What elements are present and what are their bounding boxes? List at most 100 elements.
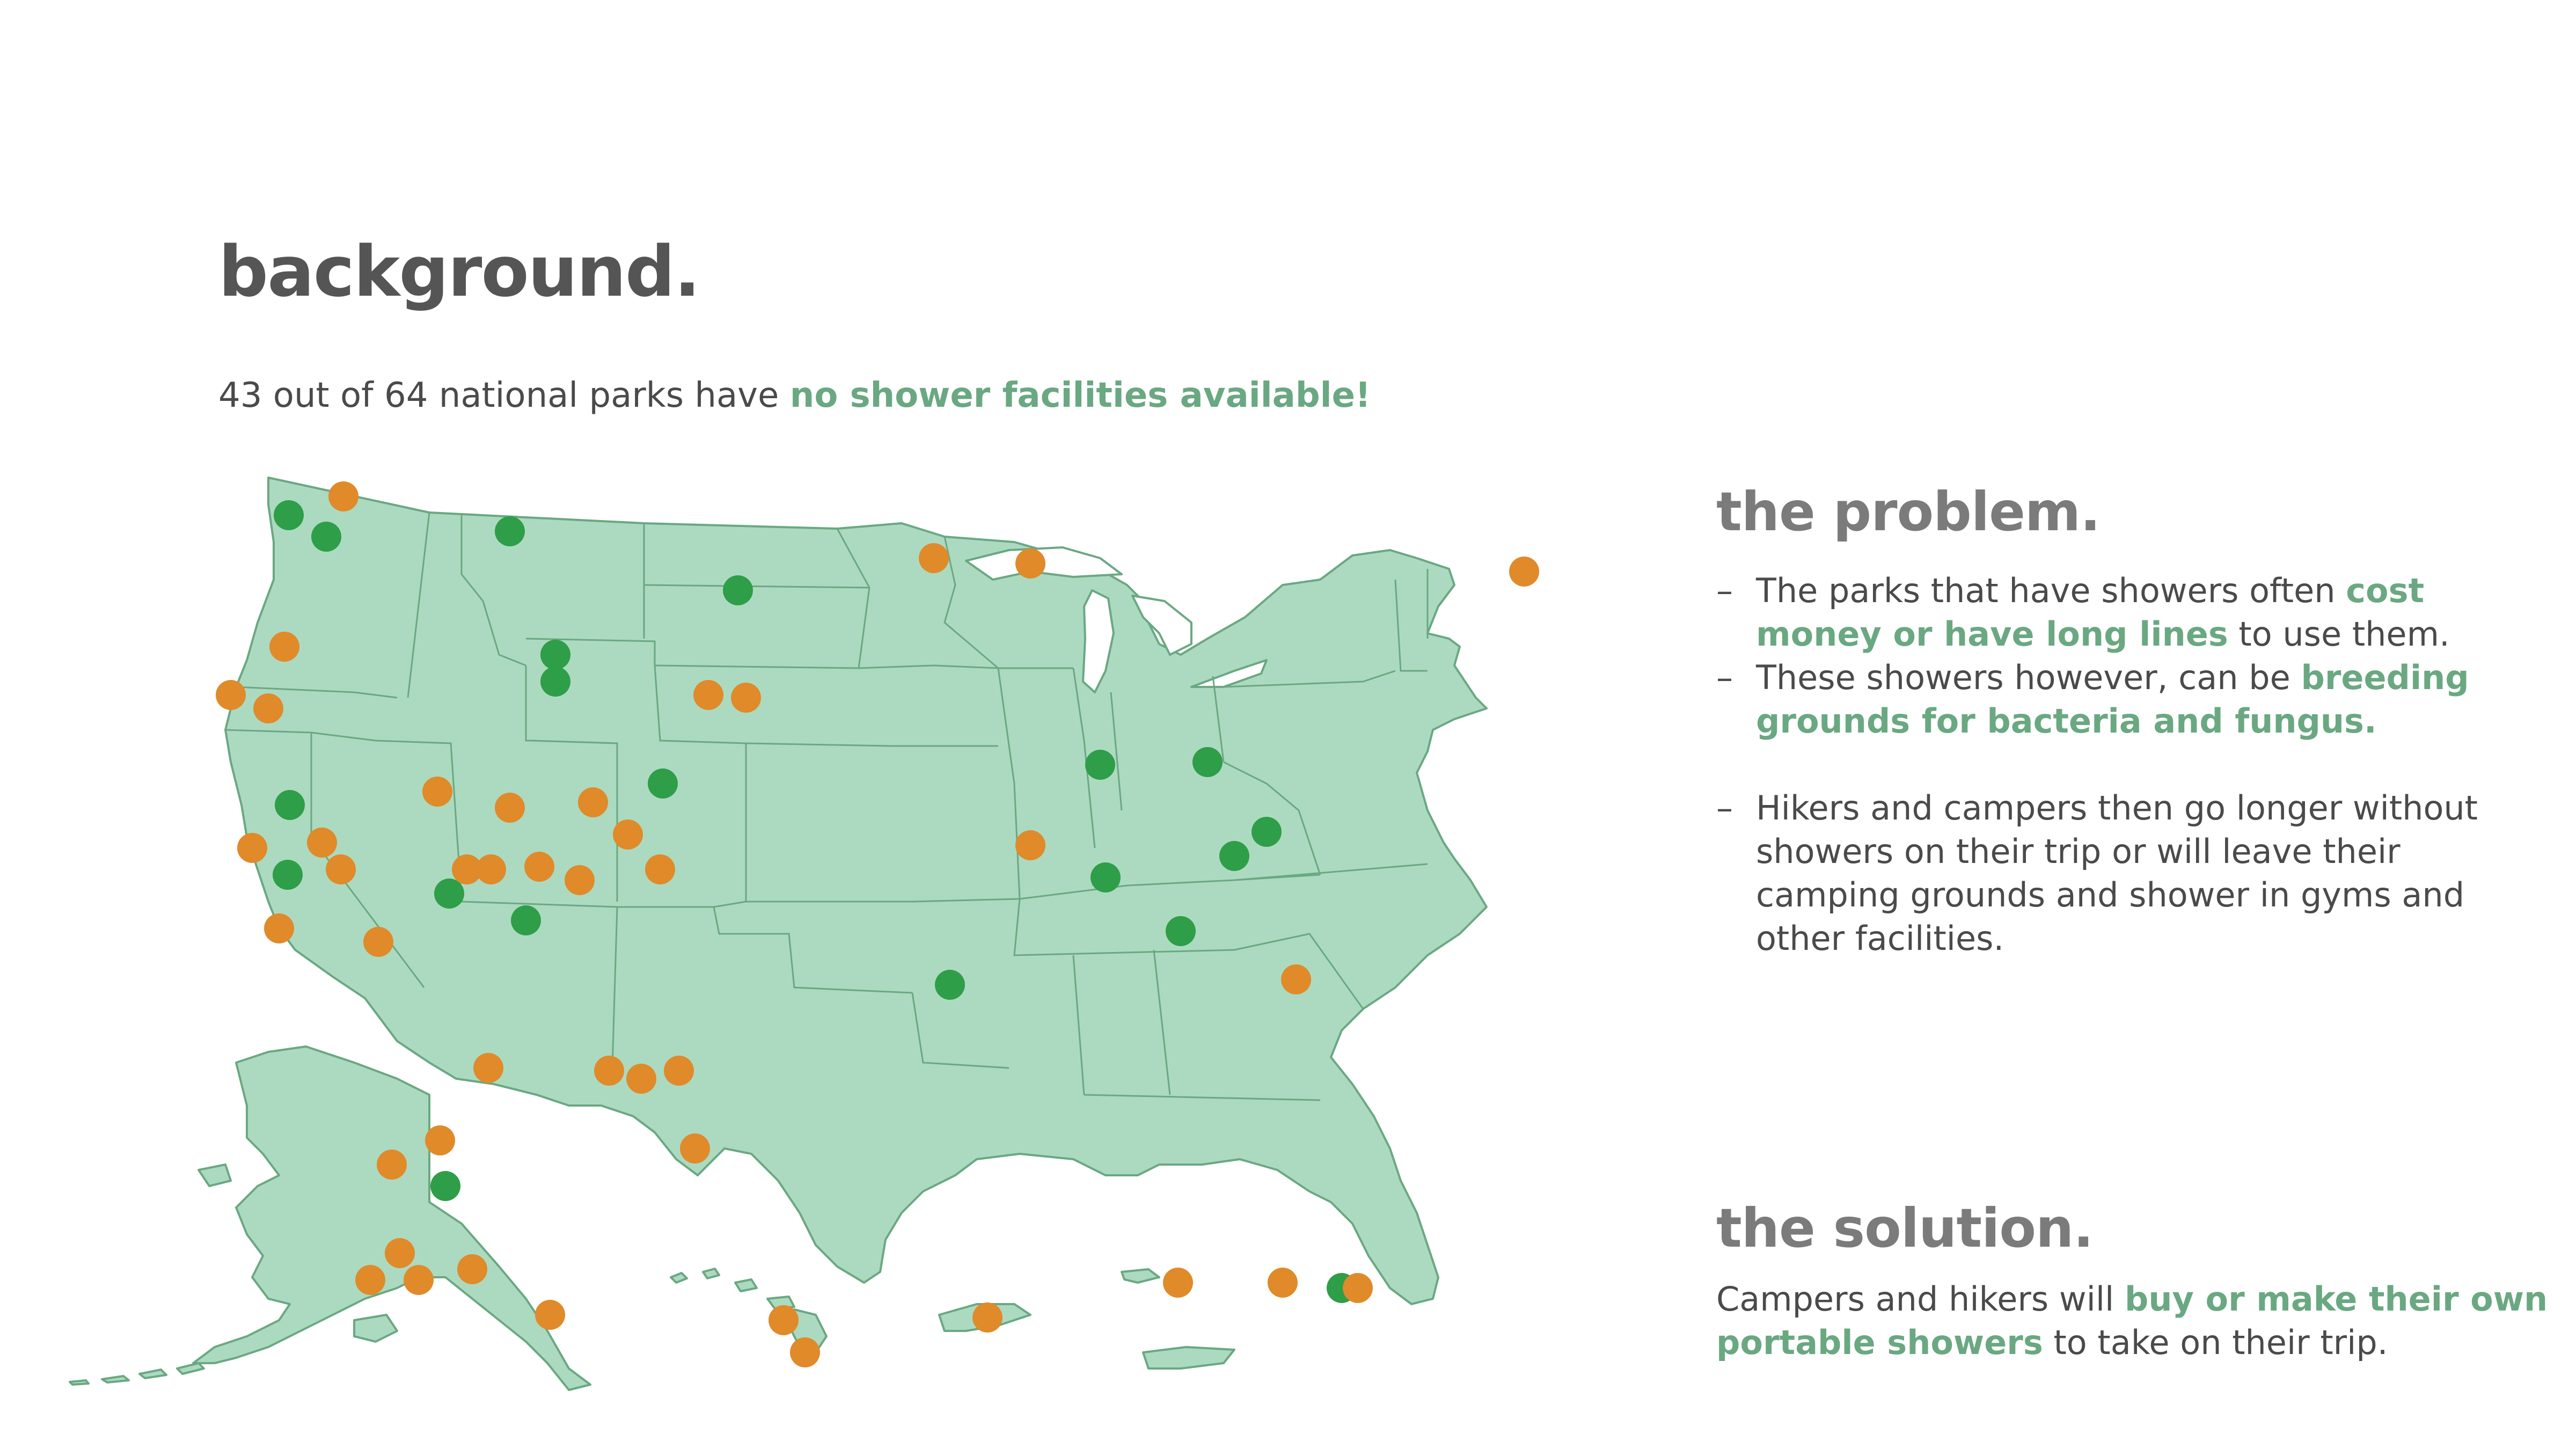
border-wy-co (654, 665, 747, 744)
park-marker-with-showers (1219, 841, 1249, 871)
bullet-dash: – (1716, 571, 1733, 610)
border-va-nc (1234, 863, 1428, 881)
park-marker-no-showers (216, 680, 246, 710)
park-marker-no-showers (1281, 964, 1311, 994)
park-marker-no-showers (1268, 1268, 1298, 1298)
park-marker-no-showers (645, 854, 675, 884)
park-marker-with-showers (275, 790, 305, 820)
park-marker-no-showers (457, 1254, 487, 1284)
park-marker-no-showers (425, 1125, 455, 1155)
park-marker-no-showers (473, 1053, 503, 1083)
border-ut-co (531, 740, 618, 902)
bullet-text-after: to use them. (2228, 614, 2450, 654)
border-ky-tn (1019, 874, 1321, 900)
park-marker-no-showers (731, 683, 761, 713)
subtitle-text: 43 out of 64 national parks have (218, 376, 790, 415)
park-marker-no-showers (693, 680, 723, 710)
park-marker-no-showers (680, 1133, 710, 1163)
border-mt-wy (525, 638, 656, 665)
solution-heading: the solution. (1716, 1197, 2094, 1260)
border-nd-mn (836, 528, 870, 669)
park-marker-no-showers (269, 632, 299, 662)
park-marker-with-showers (495, 516, 525, 546)
aleutian-island-4 (69, 1379, 90, 1386)
park-marker-no-showers (972, 1302, 1002, 1333)
park-marker-no-showers (264, 913, 294, 943)
alaska-island-1 (197, 1163, 232, 1187)
park-marker-with-showers (1166, 916, 1196, 946)
park-marker-no-showers (1015, 830, 1045, 860)
park-marker-with-showers (648, 769, 678, 799)
border-nc-sc (1234, 933, 1364, 1009)
border-wa-id (407, 512, 430, 698)
border-wa-or (236, 686, 398, 699)
park-marker-no-showers (363, 927, 393, 957)
park-marker-with-showers (1091, 862, 1121, 892)
problem-heading: the problem. (1716, 480, 2101, 543)
park-marker-no-showers (476, 854, 506, 884)
park-marker-with-showers (540, 640, 570, 670)
park-markers (216, 481, 1539, 1367)
park-marker-no-showers (237, 833, 267, 863)
solution-before: Campers and hikers will (1716, 1279, 2125, 1319)
border-nd-sd (643, 584, 870, 589)
border-ms-al (1072, 955, 1085, 1095)
lake-michigan (1082, 589, 1115, 693)
bullet-text: Hikers and campers then go longer withou… (1756, 788, 2478, 958)
park-marker-no-showers (919, 543, 949, 573)
border-nv-ut (375, 740, 463, 902)
subtitle-highlight: no shower facilities available! (789, 376, 1371, 415)
solution-text: Campers and hikers will buy or make thei… (1716, 1277, 2553, 1364)
lake-erie (1190, 659, 1268, 688)
park-marker-no-showers (422, 777, 452, 807)
park-marker-with-showers (311, 522, 341, 552)
park-marker-no-showers (790, 1337, 820, 1367)
problem-bullet: – The parks that have showers often cost … (1716, 569, 2553, 656)
border-oh-pa (1212, 676, 1225, 763)
aleutian-island-1 (176, 1362, 205, 1375)
border-ny-vt-nh (1394, 579, 1428, 672)
park-marker-no-showers (452, 854, 482, 884)
park-marker-with-showers (1252, 817, 1282, 847)
park-marker-no-showers (377, 1150, 407, 1180)
island-samoa (1142, 1346, 1235, 1370)
border-mo-ar (912, 898, 1020, 903)
alaska-island-2 (353, 1314, 398, 1343)
border-al-ga (1153, 949, 1171, 1095)
park-marker-no-showers (328, 481, 358, 511)
border-il-in (1072, 668, 1096, 848)
solution-after: to take on their trip. (2043, 1323, 2388, 1362)
park-marker-no-showers (594, 1056, 624, 1086)
park-marker-with-showers (540, 667, 570, 697)
border-ks-ok (713, 901, 912, 908)
park-marker-no-showers (578, 787, 608, 817)
border-ar-la (911, 992, 1009, 1069)
park-marker-no-showers (664, 1056, 694, 1086)
bullet-text: The parks that have showers often (1756, 571, 2346, 610)
bullet-highlight: breeding grounds for bacteria and fungus… (1756, 658, 2469, 741)
park-marker-with-showers (511, 905, 541, 935)
border-in-oh (1110, 692, 1123, 811)
park-marker-no-showers (355, 1265, 385, 1295)
park-marker-no-showers (1509, 557, 1539, 587)
park-marker-no-showers (385, 1238, 415, 1268)
border-ky-wv-va (1223, 761, 1321, 875)
park-marker-no-showers (535, 1300, 565, 1330)
aleutian-island-3 (101, 1375, 130, 1384)
park-marker-with-showers (274, 500, 304, 530)
us-national-parks-map (69, 477, 1539, 1391)
alaska-shape (192, 1045, 591, 1391)
border-ne-ks (745, 742, 891, 747)
park-marker-with-showers (273, 860, 303, 890)
bullet-text: These showers however, can be (1756, 658, 2301, 697)
park-marker-no-showers (626, 1064, 656, 1094)
lake-huron (1131, 595, 1192, 656)
park-marker-with-showers (935, 970, 965, 1000)
border-sd-ne (654, 664, 859, 669)
page-title: background. (218, 231, 700, 312)
border-tx-ok (713, 906, 913, 994)
park-marker-with-showers (1085, 750, 1115, 780)
hawaii-island-2 (702, 1268, 720, 1279)
park-marker-no-showers (326, 854, 356, 884)
